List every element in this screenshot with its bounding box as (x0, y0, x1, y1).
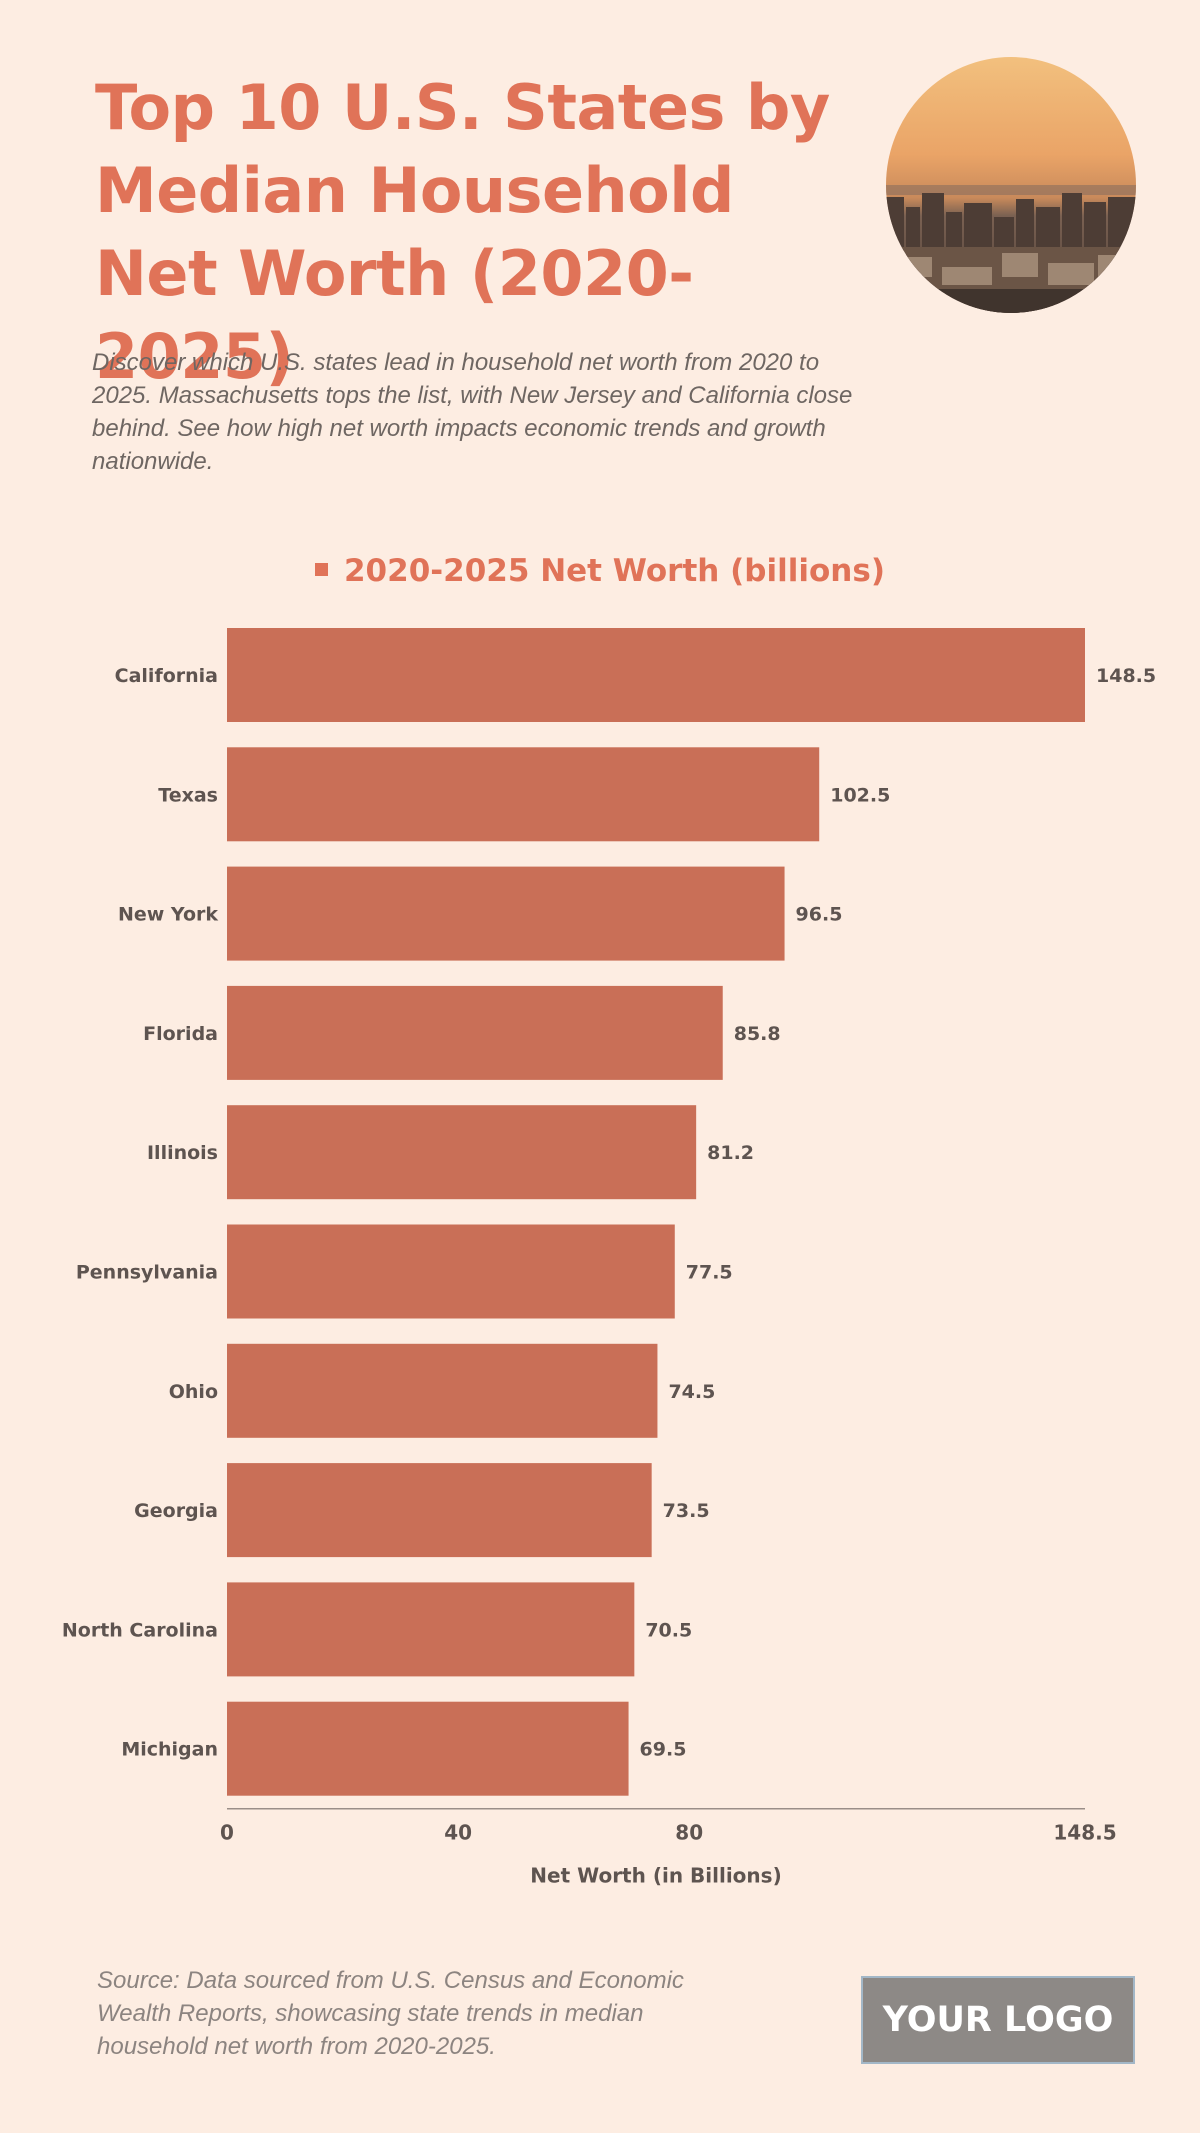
bar (227, 985, 723, 1080)
bar (227, 1224, 675, 1319)
legend-swatch (314, 563, 328, 576)
x-tick-label: 0 (220, 1821, 234, 1845)
logo-text: YOUR LOGO (882, 2000, 1114, 2040)
bar (227, 1343, 658, 1438)
data-label: 69.5 (640, 1739, 687, 1761)
chart-description: Discover which U.S. states lead in house… (92, 349, 853, 475)
category-label: Illinois (147, 1142, 218, 1164)
category-label: Florida (143, 1023, 218, 1045)
chart-legend: 2020-2025 Net Worth (billions) (0, 553, 1200, 589)
bar (227, 1582, 635, 1677)
x-axis-title: Net Worth (in Billions) (530, 1864, 781, 1888)
page-title: Top 10 U.S. States by Median Household N… (95, 71, 830, 393)
data-label: 81.2 (707, 1142, 754, 1164)
category-label: Pennsylvania (76, 1262, 218, 1284)
category-label: North Carolina (62, 1619, 218, 1641)
category-label: Georgia (134, 1500, 218, 1522)
data-label: 74.5 (668, 1381, 715, 1403)
category-label: Michigan (121, 1739, 218, 1761)
bar-chart: California 148.5 Texas 102.5 New York 96.5 Flo… (62, 628, 1156, 1888)
legend-label: 2020-2025 Net Worth (billions) (343, 553, 885, 589)
bar (227, 1701, 629, 1796)
data-label: 148.5 (1096, 665, 1156, 687)
x-tick-label: 80 (675, 1821, 703, 1845)
data-label: 102.5 (830, 784, 890, 806)
city-skyline-photo (886, 57, 1136, 313)
category-label: Texas (158, 784, 218, 806)
data-label: 96.5 (796, 904, 843, 926)
data-label: 77.5 (686, 1262, 733, 1284)
bar (227, 866, 785, 961)
data-label: 70.5 (645, 1619, 692, 1641)
bar (227, 628, 1085, 722)
bar (227, 1463, 652, 1558)
data-label: 85.8 (734, 1023, 781, 1045)
category-label: California (115, 665, 218, 687)
data-label: 73.5 (663, 1500, 710, 1522)
category-label: Ohio (169, 1381, 218, 1403)
bar (227, 747, 820, 842)
source-note: Source: Data sourced from U.S. Census an… (97, 1967, 684, 2060)
logo-placeholder: YOUR LOGO (861, 1976, 1135, 2064)
x-tick-label: 40 (444, 1821, 472, 1845)
bar (227, 1105, 697, 1200)
category-label: New York (118, 904, 218, 926)
x-tick-label: 148.5 (1053, 1821, 1116, 1845)
